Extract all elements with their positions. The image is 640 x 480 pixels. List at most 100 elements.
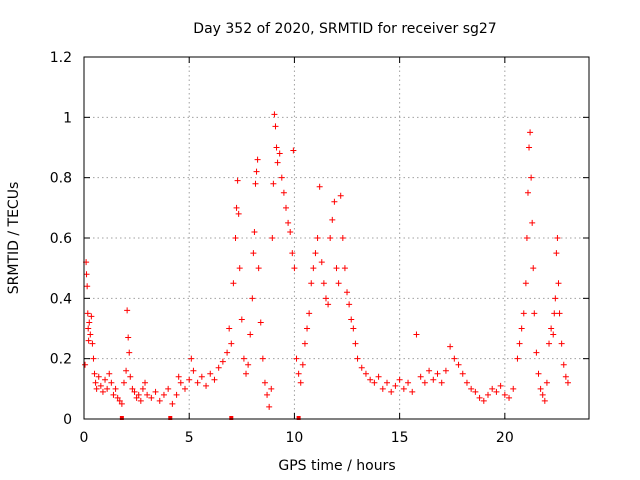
data-point xyxy=(186,376,193,383)
data-point xyxy=(106,370,113,377)
data-point xyxy=(270,180,277,187)
x-tick-label: 15 xyxy=(391,430,409,446)
data-point xyxy=(230,280,237,287)
data-point xyxy=(335,280,342,287)
data-point xyxy=(238,316,245,323)
data-point xyxy=(528,174,535,181)
y-tick-label: 1.2 xyxy=(50,50,72,66)
data-point xyxy=(99,388,106,395)
data-point xyxy=(556,310,563,317)
data-point xyxy=(523,235,530,241)
y-axis-title: SRMTID / TECUs xyxy=(6,182,22,295)
data-point xyxy=(102,376,109,383)
data-point xyxy=(152,388,159,395)
data-point xyxy=(337,192,344,199)
data-point xyxy=(562,373,569,380)
data-point xyxy=(493,388,500,395)
grid xyxy=(84,57,589,419)
data-point xyxy=(247,331,254,338)
data-point xyxy=(137,397,144,404)
data-point xyxy=(535,370,542,377)
data-point xyxy=(543,379,550,386)
data-point xyxy=(139,385,146,392)
data-point xyxy=(327,235,334,241)
data-point xyxy=(175,373,182,380)
data-point xyxy=(442,367,449,374)
data-point xyxy=(251,228,258,235)
data-point xyxy=(308,280,315,287)
data-point xyxy=(198,373,205,380)
data-point xyxy=(447,343,454,350)
data-point xyxy=(400,385,407,392)
data-point xyxy=(352,340,359,347)
data-point xyxy=(226,325,233,332)
data-point xyxy=(123,367,130,374)
data-point xyxy=(388,388,395,395)
data-point xyxy=(463,379,470,386)
data-point xyxy=(235,210,242,217)
data-point xyxy=(131,388,138,395)
data-point xyxy=(293,355,300,362)
data-point xyxy=(110,391,117,398)
data-point xyxy=(551,310,558,317)
data-point xyxy=(531,310,538,317)
data-point xyxy=(252,180,259,187)
data-point xyxy=(84,310,91,317)
data-point xyxy=(564,379,571,386)
data-point xyxy=(316,183,323,190)
data-point xyxy=(430,376,437,383)
data-point xyxy=(539,391,546,398)
data-point xyxy=(82,361,89,368)
data-point xyxy=(259,355,266,362)
data-point xyxy=(322,295,329,302)
x-tick-label: 10 xyxy=(286,430,304,446)
data-point xyxy=(92,379,99,386)
data-point xyxy=(409,388,416,395)
data-point xyxy=(480,397,487,404)
data-point xyxy=(211,376,218,383)
data-point xyxy=(125,334,132,341)
data-point xyxy=(207,370,214,377)
data-point xyxy=(555,280,562,287)
data-point xyxy=(97,382,104,389)
data-point xyxy=(506,394,513,401)
data-point xyxy=(560,361,567,368)
data-point xyxy=(362,370,369,377)
data-point xyxy=(120,379,127,386)
data-point xyxy=(331,198,338,205)
data-point xyxy=(541,397,548,404)
data-point xyxy=(233,204,240,211)
data-point xyxy=(522,280,529,287)
data-point xyxy=(552,295,559,302)
data-point xyxy=(287,228,294,235)
data-point xyxy=(297,379,304,386)
data-point xyxy=(249,295,256,302)
data-point xyxy=(371,379,378,386)
data-point xyxy=(558,340,565,347)
data-point xyxy=(379,385,386,392)
data-point xyxy=(261,379,268,386)
data-point xyxy=(114,394,121,401)
data-point xyxy=(421,379,428,386)
data-point xyxy=(253,168,260,175)
data-point xyxy=(165,385,172,392)
data-point xyxy=(553,250,560,257)
data-point xyxy=(254,156,261,163)
data-point xyxy=(524,189,531,196)
data-point xyxy=(93,385,100,392)
baseline-markers xyxy=(119,416,301,420)
data-point xyxy=(438,379,445,386)
data-point xyxy=(289,250,296,257)
data-point xyxy=(310,265,317,272)
x-tick-label: 0 xyxy=(80,430,89,446)
data-point xyxy=(546,340,553,347)
data-point xyxy=(129,385,136,392)
plot-frame xyxy=(83,56,590,420)
data-point xyxy=(88,313,95,320)
data-point xyxy=(312,250,319,257)
data-point xyxy=(144,391,151,398)
y-tick-label: 1 xyxy=(63,110,72,126)
data-point xyxy=(173,391,180,398)
data-point xyxy=(236,265,243,272)
